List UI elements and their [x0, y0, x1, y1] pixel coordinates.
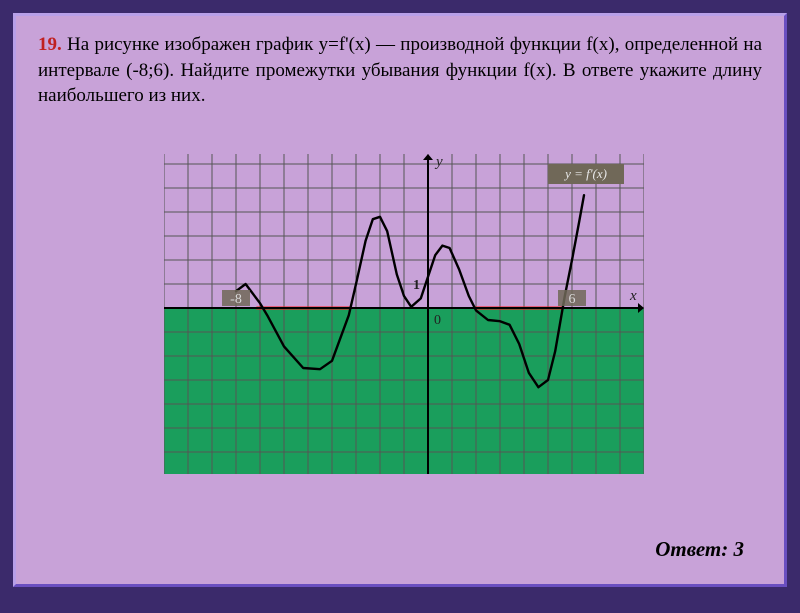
slide-frame: 19. На рисунке изображен график y=f'(x) …	[13, 13, 787, 587]
svg-text:6: 6	[569, 292, 576, 307]
svg-text:1: 1	[413, 278, 420, 293]
problem-body: На рисунке изображен график y=f'(x) — пр…	[38, 34, 762, 106]
svg-text:y: y	[434, 154, 443, 170]
svg-text:-8: -8	[230, 292, 242, 307]
svg-text:y = f'(x): y = f'(x)	[563, 166, 607, 181]
svg-text:0: 0	[434, 313, 441, 328]
problem-text: 19. На рисунке изображен график y=f'(x) …	[38, 32, 762, 109]
derivative-chart: -8 6 1 0 y x y = f'(x)	[164, 154, 644, 474]
svg-text:x: x	[629, 288, 637, 304]
chart-svg: -8 6 1 0 y x y = f'(x)	[164, 154, 644, 474]
problem-number: 19.	[38, 34, 62, 55]
answer-label: Ответ: 3	[655, 537, 744, 562]
